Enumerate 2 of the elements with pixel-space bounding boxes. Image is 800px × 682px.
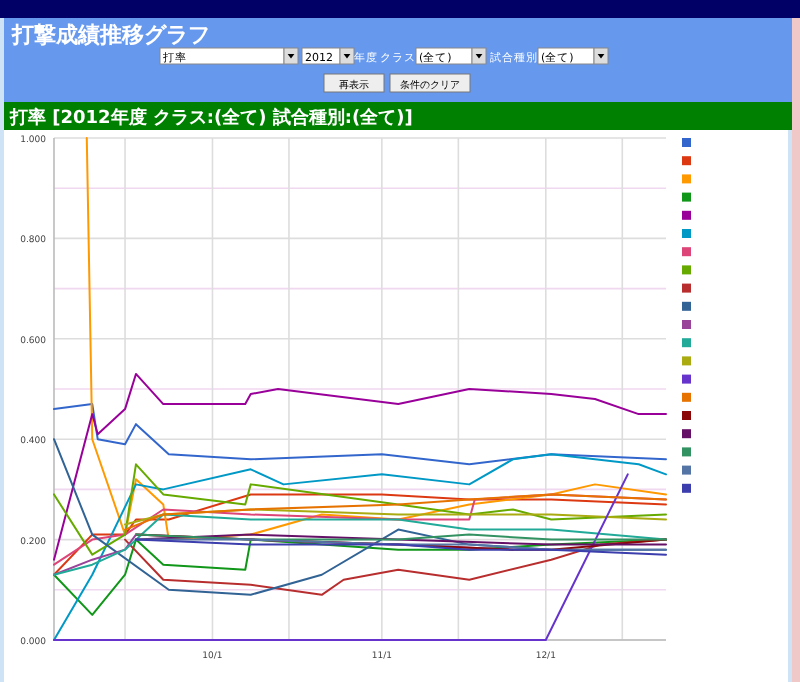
chart-title: 打撃成績推移グラフ: [10, 22, 210, 48]
chart-subtitle: 打率 [2012年度 クラス:(全て) 試合種別:(全て)]: [8, 107, 413, 129]
